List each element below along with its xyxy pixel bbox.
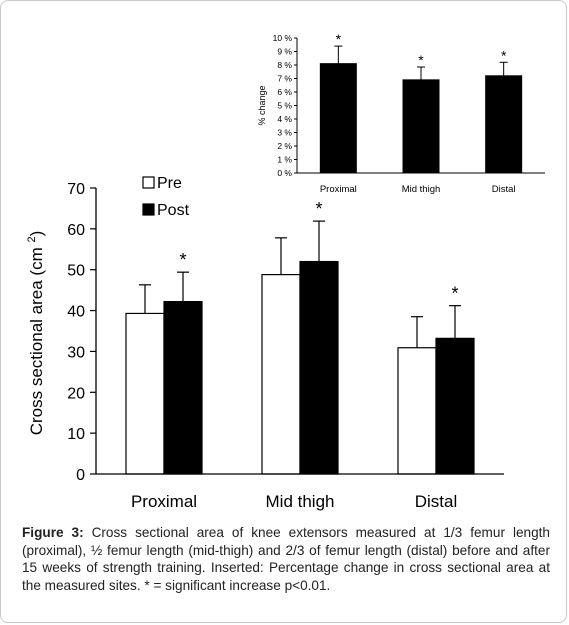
inset-y-axis-label: % change	[257, 85, 267, 125]
legend-swatch-pre	[142, 176, 155, 189]
inset-bar-mid-thigh	[402, 79, 440, 174]
inset-y-tick-label: 0 %	[277, 168, 292, 178]
y-tick-label: 70	[67, 181, 85, 198]
inset-y-tick-label: 1 %	[277, 155, 292, 165]
y-tick-label: 20	[67, 385, 85, 402]
inset-x-tick-label: Proximal	[320, 184, 357, 195]
x-tick-label: Distal	[415, 492, 458, 511]
inset-y-tick-label: 10 %	[273, 33, 293, 43]
y-axis-label: Cross sectional area (cm 2)	[26, 231, 46, 436]
bar-pre-mid-thigh	[261, 274, 301, 475]
inset-y-tick-label: 9 %	[277, 47, 292, 57]
y-tick-label: 50	[67, 263, 85, 280]
y-axis-label-text: Cross sectional area (cm	[27, 243, 46, 436]
bar-pre-distal	[397, 347, 437, 475]
inset-bar-distal	[485, 75, 523, 174]
x-tick-label: Proximal	[131, 492, 197, 511]
legend-label-pre: Pre	[157, 175, 182, 192]
y-tick-label: 40	[67, 304, 85, 321]
inset-y-tick-label: 5 %	[277, 101, 292, 111]
inset-bar-chart: 0 % 1 % 2 % 3 % 4 % 5 % 6 % 7 % 8 % 9 % 10 % * Proxi…	[257, 31, 545, 195]
y-tick-label: 60	[67, 222, 85, 239]
main-bar-chart: 0 10 20 30 40 50 60 70 * Proximal * Mid thigh * Dista…	[26, 175, 504, 511]
y-axis-label-close: )	[27, 231, 46, 237]
inset-y-tick-label: 4 %	[277, 114, 292, 124]
inset-bar-proximal	[319, 63, 357, 174]
inset-significance-marker: *	[418, 52, 424, 68]
inset-significance-marker: *	[501, 47, 507, 63]
inset-y-tick-label: 3 %	[277, 128, 292, 138]
inset-y-tick-label: 7 %	[277, 74, 292, 84]
y-tick-label: 30	[67, 344, 85, 361]
bar-pre-proximal	[125, 312, 165, 475]
significance-marker: *	[451, 284, 458, 304]
bar-post-distal	[435, 337, 475, 475]
inset-x-tick-label: Mid thigh	[402, 184, 441, 195]
significance-marker: *	[315, 199, 322, 219]
caption-text: Cross sectional area of knee extensors m…	[22, 525, 550, 593]
significance-marker: *	[179, 250, 186, 270]
caption-label: Figure 3:	[22, 525, 84, 540]
y-axis-label-superscript: 2	[26, 236, 38, 242]
inset-y-tick-label: 6 %	[277, 87, 292, 97]
y-tick-label: 10	[67, 426, 85, 443]
inset-x-tick-label: Distal	[492, 184, 516, 195]
bar-post-mid-thigh	[299, 260, 339, 475]
inset-y-tick-label: 8 %	[277, 60, 292, 70]
inset-significance-marker: *	[336, 31, 342, 47]
x-tick-label: Mid thigh	[266, 492, 335, 511]
legend-swatch-post	[142, 203, 155, 216]
legend-label-post: Post	[157, 202, 190, 219]
bar-post-proximal	[163, 300, 203, 475]
inset-y-tick-label: 2 %	[277, 141, 292, 151]
y-tick-label: 0	[76, 467, 85, 484]
figure-caption: Figure 3: Cross sectional area of knee e…	[22, 524, 550, 594]
